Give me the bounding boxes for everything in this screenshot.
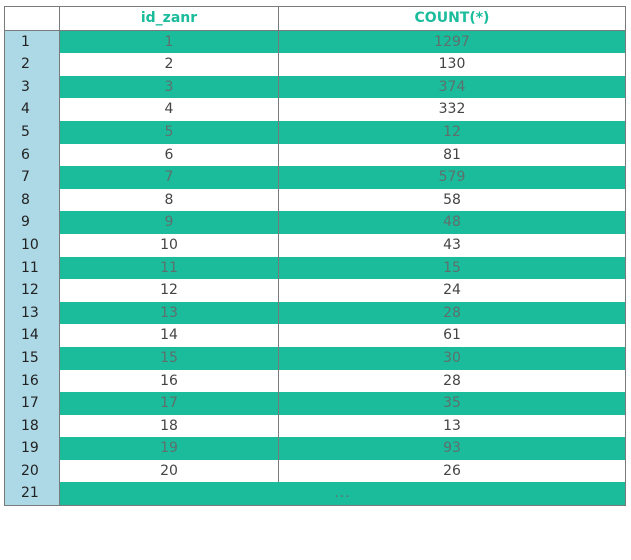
table-row[interactable]: 17 17 35 xyxy=(4,392,626,415)
row-number: 10 xyxy=(4,233,60,257)
cell-id-zanr[interactable]: 19 xyxy=(59,437,279,460)
table-row[interactable]: 13 13 28 xyxy=(4,301,626,325)
table-row[interactable]: 5 5 12 xyxy=(4,120,626,144)
cell-count[interactable]: 61 xyxy=(278,324,626,347)
table-row[interactable]: 15 15 30 xyxy=(4,346,626,370)
cell-id-zanr[interactable]: 10 xyxy=(59,233,279,257)
cell-id-zanr[interactable]: 11 xyxy=(59,256,279,280)
cell-id-zanr[interactable]: 5 xyxy=(59,120,279,144)
cell-id-zanr[interactable]: 8 xyxy=(59,188,279,212)
cell-count[interactable]: 15 xyxy=(278,256,626,280)
row-number: 16 xyxy=(4,369,60,393)
cell-id-zanr[interactable]: 1 xyxy=(59,30,279,54)
cell-count[interactable]: 1297 xyxy=(278,30,626,54)
cell-id-zanr[interactable]: 9 xyxy=(59,211,279,234)
row-number: 6 xyxy=(4,143,60,167)
table-row[interactable]: 7 7 579 xyxy=(4,166,626,189)
cell-count[interactable]: 48 xyxy=(278,211,626,234)
cell-count[interactable]: 579 xyxy=(278,166,626,189)
table-row-more: 21... xyxy=(4,482,626,506)
row-number: 13 xyxy=(4,301,60,325)
cell-count[interactable]: 28 xyxy=(278,301,626,325)
cell-count[interactable]: 12 xyxy=(278,120,626,144)
table-row[interactable]: 11 11 15 xyxy=(4,256,626,280)
column-header-id-zanr[interactable]: id_zanr xyxy=(59,6,279,31)
cell-count[interactable]: 58 xyxy=(278,188,626,212)
cell-count[interactable]: 24 xyxy=(278,279,626,302)
table-row[interactable]: 19 19 93 xyxy=(4,437,626,460)
row-number: 11 xyxy=(4,256,60,280)
row-number: 14 xyxy=(4,324,60,347)
row-number: 20 xyxy=(4,459,60,483)
row-number: 7 xyxy=(4,166,60,189)
cell-id-zanr[interactable]: 6 xyxy=(59,143,279,167)
cell-id-zanr[interactable]: 12 xyxy=(59,279,279,302)
cell-count[interactable]: 13 xyxy=(278,414,626,438)
table-row[interactable]: 3 3 374 xyxy=(4,75,626,99)
cell-id-zanr[interactable]: 14 xyxy=(59,324,279,347)
column-header-count[interactable]: COUNT(*) xyxy=(278,6,626,31)
table-row[interactable]: 6 6 81 xyxy=(4,143,626,167)
cell-id-zanr[interactable]: 20 xyxy=(59,459,279,483)
cell-count[interactable]: 374 xyxy=(278,75,626,99)
row-number: 4 xyxy=(4,98,60,121)
table-row[interactable]: 18 18 13 xyxy=(4,414,626,438)
table-row[interactable]: 10 10 43 xyxy=(4,233,626,257)
cell-id-zanr[interactable]: 15 xyxy=(59,346,279,370)
cell-id-zanr[interactable]: 13 xyxy=(59,301,279,325)
row-number: 3 xyxy=(4,75,60,99)
cell-count[interactable]: 93 xyxy=(278,437,626,460)
cell-id-zanr[interactable]: 16 xyxy=(59,369,279,393)
more-rows-ellipsis: ... xyxy=(59,482,626,506)
table-row[interactable]: 9 9 48 xyxy=(4,211,626,234)
results-table: id_zanr COUNT(*) 1 1 1297 2 2 130 3 3 374 4 4 332 5 5… xyxy=(4,6,626,507)
cell-count[interactable]: 43 xyxy=(278,233,626,257)
table-row[interactable]: 16 16 28 xyxy=(4,369,626,393)
row-number: 5 xyxy=(4,120,60,144)
cell-count[interactable]: 81 xyxy=(278,143,626,167)
cell-id-zanr[interactable]: 17 xyxy=(59,392,279,415)
table-row[interactable]: 20 20 26 xyxy=(4,459,626,483)
cell-id-zanr[interactable]: 3 xyxy=(59,75,279,99)
row-number: 9 xyxy=(4,211,60,234)
row-number: 2 xyxy=(4,53,60,76)
row-number: 21 xyxy=(4,482,60,506)
row-number: 17 xyxy=(4,392,60,415)
table-row[interactable]: 1 1 1297 xyxy=(4,30,626,54)
row-number: 1 xyxy=(4,30,60,54)
table-row[interactable]: 2 2 130 xyxy=(4,53,626,76)
row-number: 15 xyxy=(4,346,60,370)
cell-id-zanr[interactable]: 18 xyxy=(59,414,279,438)
row-number: 18 xyxy=(4,414,60,438)
cell-count[interactable]: 26 xyxy=(278,459,626,483)
cell-id-zanr[interactable]: 7 xyxy=(59,166,279,189)
row-number: 19 xyxy=(4,437,60,460)
table-row[interactable]: 8 8 58 xyxy=(4,188,626,212)
cell-count[interactable]: 30 xyxy=(278,346,626,370)
table-body: 1 1 1297 2 2 130 3 3 374 4 4 332 5 5 12 6 6 81 7 7 579 8 8 58 9 9… xyxy=(4,30,626,506)
row-number: 12 xyxy=(4,279,60,302)
cell-id-zanr[interactable]: 4 xyxy=(59,98,279,121)
row-number: 8 xyxy=(4,188,60,212)
cell-id-zanr[interactable]: 2 xyxy=(59,53,279,76)
table-row[interactable]: 4 4 332 xyxy=(4,98,626,121)
cell-count[interactable]: 28 xyxy=(278,369,626,393)
cell-count[interactable]: 35 xyxy=(278,392,626,415)
header-row: id_zanr COUNT(*) xyxy=(4,6,626,31)
table-row[interactable]: 12 12 24 xyxy=(4,279,626,302)
corner-cell xyxy=(4,6,60,31)
table-row[interactable]: 14 14 61 xyxy=(4,324,626,347)
cell-count[interactable]: 332 xyxy=(278,98,626,121)
cell-count[interactable]: 130 xyxy=(278,53,626,76)
